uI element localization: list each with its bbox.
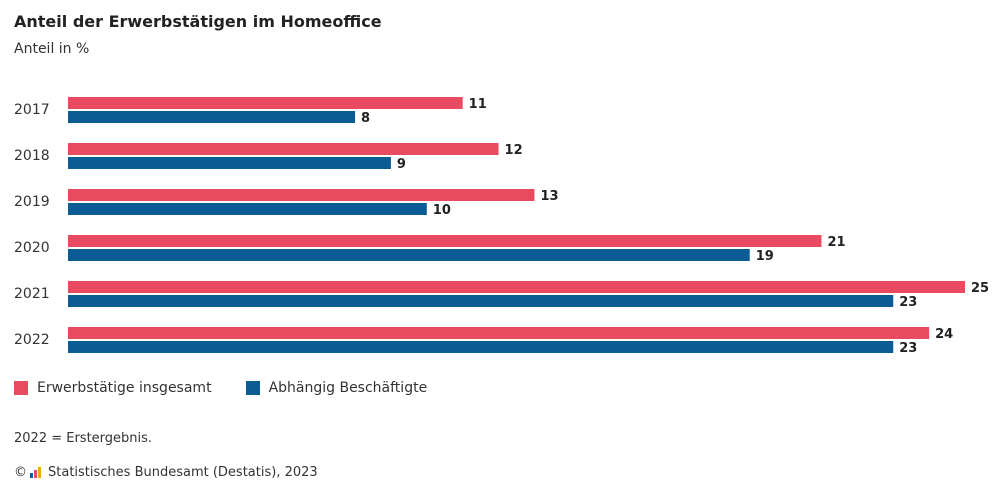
chart-legend: Erwerbstätige insgesamt Abhängig Beschäf… (14, 380, 461, 396)
destatis-logo-icon (30, 467, 41, 478)
bar-abh-ngig-besch-ftigte-2018 (68, 157, 391, 169)
legend-label-abhaengig: Abhängig Beschäftigte (268, 380, 428, 396)
data-label-abh-ngig-besch-ftigte-2022: 23 (899, 341, 917, 356)
data-label-erwerbst-tige-insgesamt-2020: 21 (827, 235, 845, 250)
copyright-symbol: © (14, 465, 27, 480)
bar-abh-ngig-besch-ftigte-2020 (68, 249, 750, 261)
data-label-abh-ngig-besch-ftigte-2020: 19 (756, 249, 774, 264)
category-label-2019: 2019 (14, 194, 50, 210)
data-label-abh-ngig-besch-ftigte-2018: 9 (397, 157, 406, 172)
category-label-2022: 2022 (14, 332, 50, 348)
data-label-abh-ngig-besch-ftigte-2019: 10 (433, 203, 451, 218)
footnote: 2022 = Erstergebnis. (14, 431, 153, 446)
bar-abh-ngig-besch-ftigte-2022 (68, 341, 894, 353)
data-label-erwerbst-tige-insgesamt-2017: 11 (469, 97, 487, 112)
bar-erwerbst-tige-insgesamt-2020 (68, 235, 822, 247)
category-label-2018: 2018 (14, 148, 50, 164)
bar-erwerbst-tige-insgesamt-2021 (68, 281, 965, 293)
data-label-abh-ngig-besch-ftigte-2017: 8 (361, 111, 370, 126)
legend-swatch-abhaengig (245, 381, 260, 395)
legend-swatch-erwerbstaetige (14, 381, 28, 395)
bar-chart: 2017 11 8 2018 12 9 2019 13 10 2020 21 19 2021 25 23 20… (14, 97, 989, 356)
bar-abh-ngig-besch-ftigte-2017 (68, 111, 356, 123)
bar-erwerbst-tige-insgesamt-2022 (68, 327, 930, 339)
legend-label-erwerbstaetige: Erwerbstätige insgesamt (37, 380, 212, 396)
bar-erwerbst-tige-insgesamt-2019 (68, 189, 535, 201)
legend-item-erwerbstaetige: Erwerbstätige insgesamt (14, 380, 212, 396)
bar-abh-ngig-besch-ftigte-2021 (68, 295, 894, 307)
bar-abh-ngig-besch-ftigte-2019 (68, 203, 427, 215)
source-line: © Statistisches Bundesamt (Destatis), 20… (14, 465, 318, 480)
bar-erwerbst-tige-insgesamt-2018 (68, 143, 499, 155)
chart-title: Anteil der Erwerbstätigen im Homeoffice (14, 12, 382, 31)
data-label-erwerbst-tige-insgesamt-2018: 12 (505, 143, 523, 158)
data-label-erwerbst-tige-insgesamt-2019: 13 (540, 189, 558, 204)
legend-item-abhaengig: Abhängig Beschäftigte (245, 380, 428, 396)
category-label-2017: 2017 (14, 102, 50, 118)
category-label-2021: 2021 (14, 286, 50, 302)
bar-erwerbst-tige-insgesamt-2017 (68, 97, 463, 109)
data-label-erwerbst-tige-insgesamt-2022: 24 (935, 327, 953, 342)
source-text: Statistisches Bundesamt (Destatis), 2023 (48, 465, 318, 480)
data-label-erwerbst-tige-insgesamt-2021: 25 (971, 281, 989, 296)
chart-subtitle: Anteil in % (14, 41, 90, 57)
data-label-abh-ngig-besch-ftigte-2021: 23 (899, 295, 917, 310)
category-label-2020: 2020 (14, 240, 50, 256)
